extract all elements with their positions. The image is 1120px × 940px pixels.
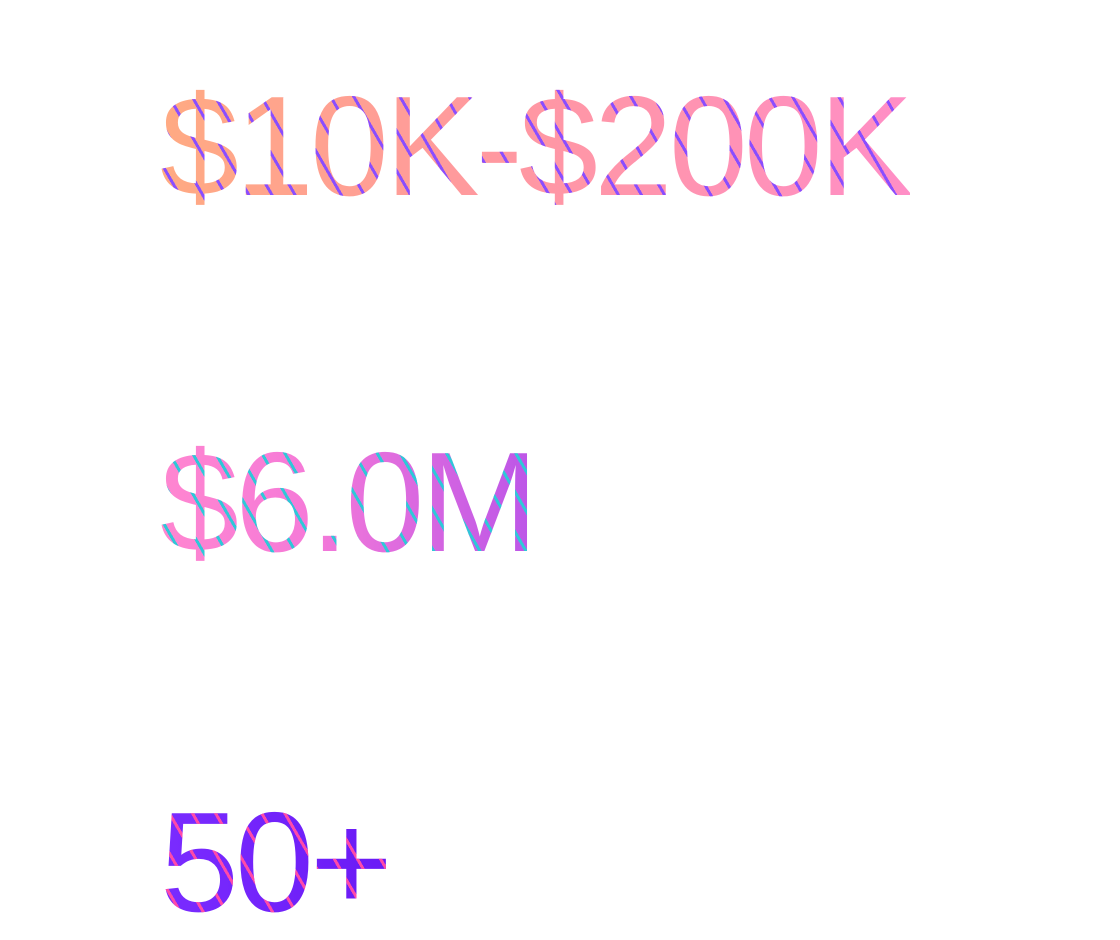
stat-value-count: 50+ bbox=[160, 783, 389, 940]
stat-value-total: $6.0M bbox=[160, 423, 535, 582]
stat-value-range: $10K-$200K bbox=[160, 67, 910, 226]
